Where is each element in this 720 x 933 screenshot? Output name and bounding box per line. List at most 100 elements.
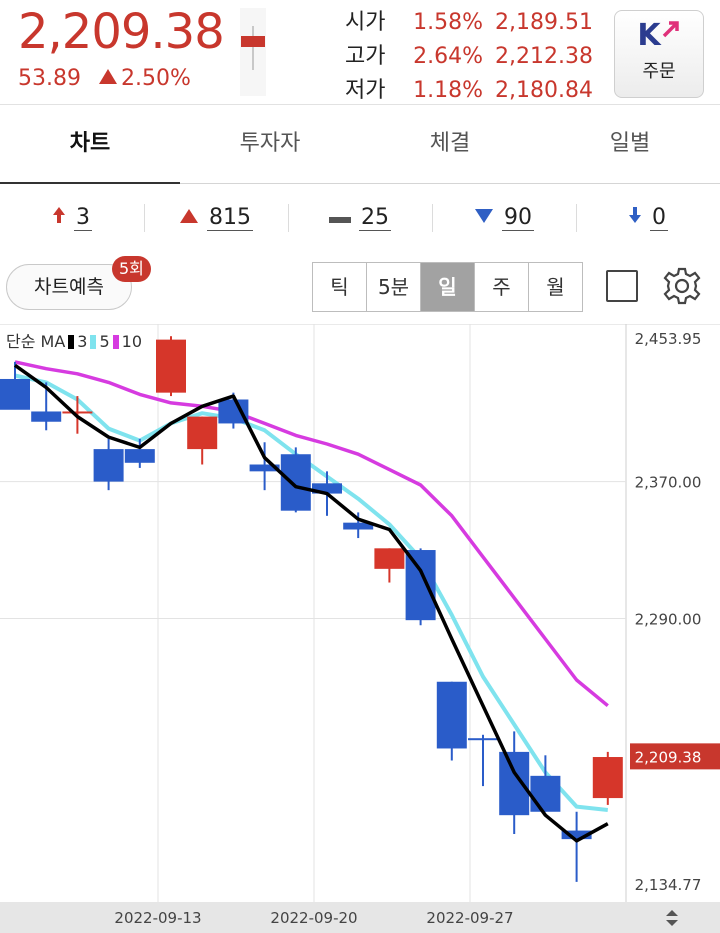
current-price-tag-label: 2,209.38 <box>635 748 702 766</box>
period-day[interactable]: 일 <box>420 263 474 311</box>
tab-trades[interactable]: 체결 <box>429 131 471 156</box>
x-tick-label: 2022-09-20 <box>270 909 357 927</box>
candle-body <box>218 399 249 424</box>
stat-lower-limit[interactable]: 0 <box>576 190 720 246</box>
candle <box>436 681 467 761</box>
candle-body <box>280 454 311 511</box>
high-label: 고가 <box>345 44 386 69</box>
stat-unchanged[interactable]: 25 <box>288 190 432 246</box>
change-value: 53.89 <box>18 66 81 91</box>
stat-fall[interactable]: 90 <box>432 190 576 246</box>
candle-body <box>62 411 93 414</box>
candle-body <box>530 775 561 812</box>
market-breadth-bar: 3 815 25 90 0 <box>0 190 720 246</box>
candle-body <box>156 339 186 393</box>
candle-body <box>468 738 498 741</box>
stat-upper-limit[interactable]: 3 <box>0 190 144 246</box>
mini-candle-icon <box>240 8 266 96</box>
y-tick-label: 2,134.77 <box>635 876 702 894</box>
candle <box>187 416 218 465</box>
candle-body <box>374 548 405 569</box>
candle-body <box>592 757 623 799</box>
open-value: 2,189.51 <box>495 10 593 35</box>
period-week[interactable]: 주 <box>474 263 528 311</box>
overlay-checkbox[interactable] <box>606 270 638 302</box>
high-percent: 2.64% <box>413 44 483 69</box>
candle-body <box>124 449 155 463</box>
low-label: 저가 <box>345 78 386 103</box>
ma5-line <box>14 373 609 812</box>
tab-daily[interactable]: 일별 <box>609 131 651 156</box>
stat-rise[interactable]: 815 <box>144 190 288 246</box>
current-price: 2,209.38 <box>18 4 225 60</box>
unchanged-dash-icon <box>329 190 351 246</box>
gear-icon[interactable] <box>662 266 702 306</box>
order-button-label: 주문 <box>642 61 676 82</box>
candle <box>592 751 623 805</box>
low-percent: 1.18% <box>413 78 483 103</box>
rise-count: 815 <box>207 205 253 231</box>
x-tick-label: 2022-09-27 <box>426 909 513 927</box>
high-row: 고가 2.64% 2,212.38 <box>345 38 593 70</box>
price-change-row: 53.89 2.50% <box>18 66 191 91</box>
tab-investor[interactable]: 투자자 <box>239 131 301 156</box>
high-value: 2,212.38 <box>495 44 593 69</box>
ma5-label: 5 <box>99 332 110 351</box>
period-selector: 틱 5분 일 주 월 <box>312 262 583 312</box>
k-logo-arrow-icon: K <box>615 19 703 53</box>
ma10-line <box>14 360 609 708</box>
ma3-swatch <box>68 335 75 349</box>
low-value: 2,180.84 <box>495 78 593 103</box>
ma-legend-prefix: 단순 MA <box>6 332 66 351</box>
y-tick-label: 2,370.00 <box>635 474 702 492</box>
change-percent: 2.50% <box>120 66 191 91</box>
open-row: 시가 1.58% 2,189.51 <box>345 4 593 36</box>
fall-count: 90 <box>502 205 534 231</box>
ma5-swatch <box>90 335 97 349</box>
up-triangle-icon <box>98 69 117 84</box>
x-tick-label: 2022-09-13 <box>114 909 201 927</box>
x-axis-bar <box>0 902 720 933</box>
y-tick-label: 2,290.00 <box>635 610 702 628</box>
candlestick-chart[interactable]: 2,453.95 2,370.00 2,290.00 2,134.77 2022-09-… <box>0 324 720 933</box>
period-tick[interactable]: 틱 <box>313 263 366 311</box>
candle <box>468 734 498 787</box>
candle-body <box>31 411 62 422</box>
candle <box>249 442 280 491</box>
candle-body <box>249 464 280 472</box>
upper-limit-arrow-icon <box>52 190 66 246</box>
ma3-label: 3 <box>77 332 88 351</box>
lower-limit-arrow-icon <box>628 190 642 246</box>
candle <box>280 447 311 513</box>
candle <box>93 438 124 491</box>
period-5min[interactable]: 5분 <box>366 263 420 311</box>
unchanged-count: 25 <box>359 205 391 231</box>
tab-chart[interactable]: 차트 <box>0 105 180 184</box>
candle <box>156 336 186 397</box>
candle-body <box>561 830 592 840</box>
y-tick-label: 2,453.95 <box>635 330 702 348</box>
candle-body <box>93 449 124 482</box>
ma10-label: 10 <box>121 332 143 351</box>
open-percent: 1.58% <box>413 10 483 35</box>
ma3-line <box>13 363 609 843</box>
candle-body <box>499 751 530 816</box>
rise-triangle-icon <box>179 190 199 246</box>
candle <box>374 548 405 583</box>
low-row: 저가 1.18% 2,180.84 <box>345 72 593 104</box>
period-month[interactable]: 월 <box>528 263 582 311</box>
chart-predict-button[interactable]: 차트예측 <box>6 264 132 310</box>
tab-bar: 차트 투자자 체결 일별 <box>0 104 720 184</box>
scroll-arrows-icon <box>666 910 678 926</box>
candle <box>343 512 374 539</box>
lower-limit-count: 0 <box>650 205 668 231</box>
order-button[interactable]: K 주문 <box>614 10 704 98</box>
open-label: 시가 <box>345 10 386 35</box>
ma-legend: 단순 MA 3 5 10 <box>6 328 142 352</box>
candle-body <box>405 550 436 621</box>
candle <box>561 811 592 882</box>
candle-body <box>0 378 30 410</box>
current-price-tag-bg <box>630 743 720 770</box>
candle <box>0 361 30 410</box>
candle <box>405 548 436 626</box>
